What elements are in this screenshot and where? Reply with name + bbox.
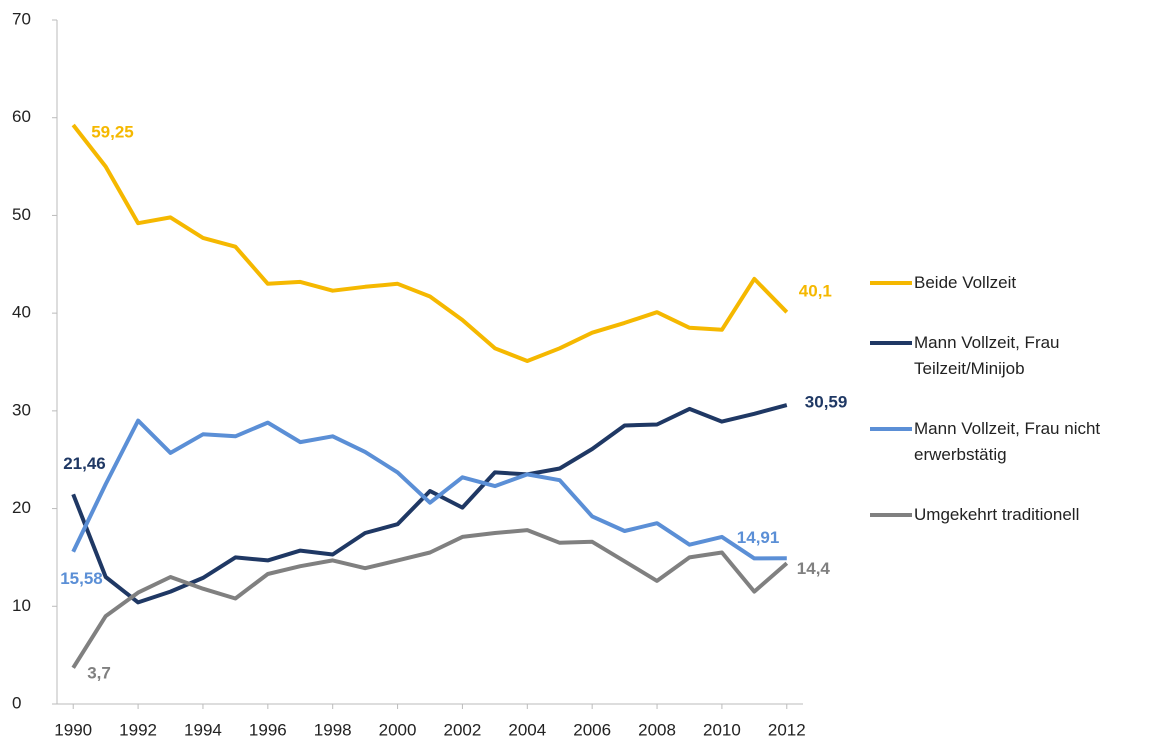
x-tick-label: 2004 (508, 720, 546, 739)
legend-item: Mann Vollzeit, Frau nicht erwerbstätig (870, 416, 1150, 468)
data-label: 3,7 (87, 663, 111, 682)
y-tick-label: 70 (12, 9, 31, 28)
data-label: 21,46 (63, 454, 106, 473)
legend: Beide Vollzeit Mann Vollzeit, Frau Teilze… (870, 270, 1150, 562)
legend-label: Beide Vollzeit (914, 273, 1017, 292)
x-tick-label: 2006 (573, 720, 611, 739)
y-tick-label: 0 (12, 693, 21, 712)
y-tick-label: 60 (12, 107, 31, 126)
y-tick-label: 40 (12, 303, 31, 322)
legend-swatch (870, 341, 912, 345)
y-tick-label: 30 (12, 400, 31, 419)
x-tick-label: 2012 (768, 720, 806, 739)
x-tick-label: 1996 (249, 720, 287, 739)
y-tick-label: 50 (12, 205, 31, 224)
x-tick-label: 2008 (638, 720, 676, 739)
data-label: 14,4 (797, 559, 831, 578)
x-tick-label: 1998 (314, 720, 352, 739)
x-tick-label: 1994 (184, 720, 222, 739)
data-label: 59,25 (91, 123, 134, 142)
y-tick-label: 10 (12, 596, 31, 615)
data-label: 15,58 (60, 569, 103, 588)
legend-label: Mann Vollzeit, Frau nicht erwerbstätig (914, 419, 1101, 464)
legend-item: Beide Vollzeit (870, 270, 1150, 296)
data-label: 14,91 (737, 528, 780, 547)
data-label: 30,59 (805, 393, 848, 412)
x-tick-label: 1990 (54, 720, 92, 739)
legend-label: Umgekehrt traditionell (914, 505, 1080, 524)
line-series (71, 418, 787, 561)
legend-swatch (870, 281, 912, 285)
legend-swatch (870, 513, 912, 517)
x-tick-label: 1992 (119, 720, 157, 739)
y-tick-label: 20 (12, 498, 31, 517)
x-tick-label: 2000 (379, 720, 417, 739)
legend-swatch (870, 427, 912, 431)
line-series (71, 123, 789, 363)
legend-item: Umgekehrt traditionell (870, 502, 1150, 528)
legend-label: Mann Vollzeit, Frau Teilzeit/Minijob (914, 333, 1060, 378)
data-label: 40,1 (799, 282, 832, 301)
legend-item: Mann Vollzeit, Frau Teilzeit/Minijob (870, 330, 1150, 382)
line-series (71, 528, 789, 669)
line-series (71, 403, 788, 605)
x-tick-label: 2002 (444, 720, 482, 739)
chart: 0 10 20 30 40 50 60 70 1990 1992 1994 1996 1998 2000 2… (12, 9, 848, 739)
x-tick-label: 2010 (703, 720, 741, 739)
